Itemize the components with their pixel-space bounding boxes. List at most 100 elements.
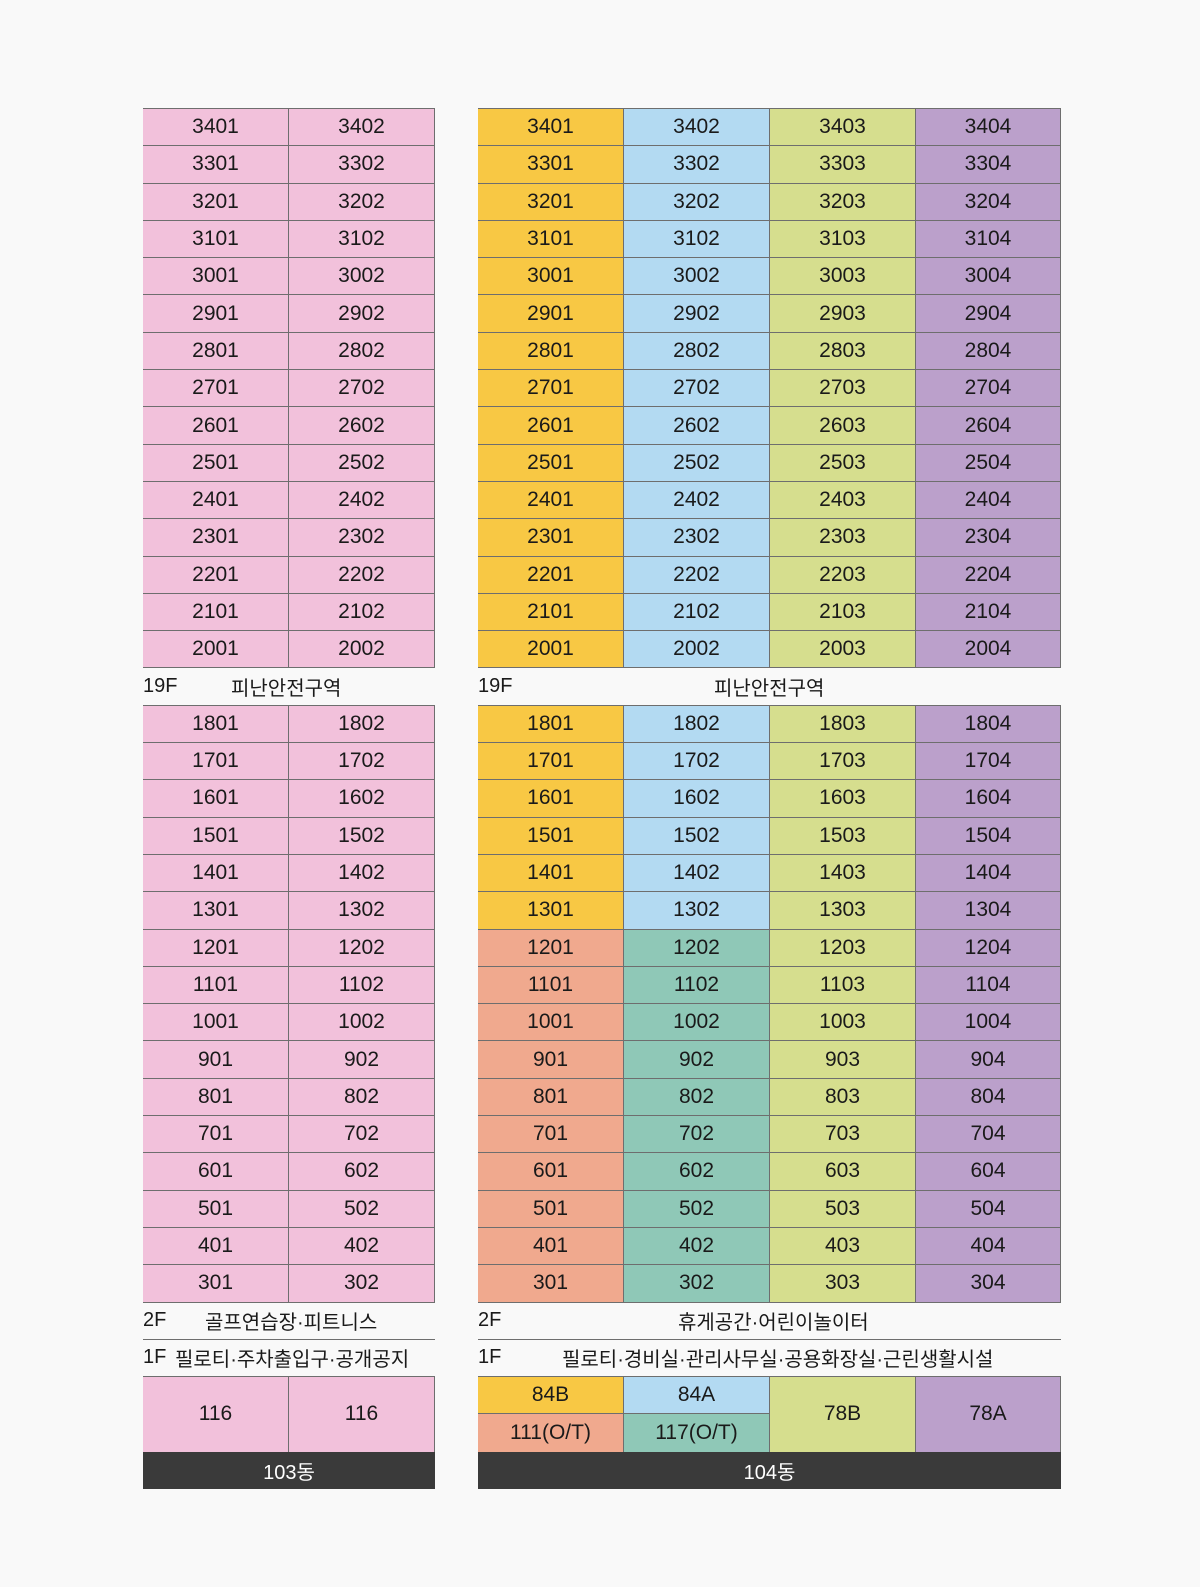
unit-cell: 2902: [624, 294, 770, 332]
unit-cell: 3001: [478, 257, 624, 295]
unit-cell: 2201: [143, 555, 289, 593]
unit-cell: 1101: [143, 965, 289, 1004]
unit-cell: 2902: [289, 294, 435, 332]
unit-cell: 401: [478, 1226, 624, 1265]
b103-upper-floors: 3401 3402 3301 3302 3201 3202 3101 3102 3001 3002…: [143, 108, 435, 668]
b103-floor-1: 1F 필로티·주차출입구·공개공지: [143, 1338, 435, 1376]
unit-area: 84B: [478, 1377, 624, 1415]
floor-label: 2F: [143, 1309, 167, 1332]
unit-cell: 902: [289, 1040, 435, 1078]
floor-label: 19F: [143, 675, 178, 698]
unit-cell: 1701: [478, 742, 624, 780]
unit-cell: 3302: [289, 145, 435, 183]
unit-cell: 1601: [143, 779, 289, 817]
unit-cell: 2301: [478, 518, 624, 556]
unit-cell: 3204: [916, 182, 1061, 220]
unit-cell: 502: [624, 1189, 770, 1227]
building-name-104: 104동: [478, 1451, 1061, 1489]
unit-cell: 2203: [770, 555, 916, 593]
unit-cell: 704: [916, 1115, 1061, 1153]
floor-label: 2F: [478, 1309, 502, 1332]
unit-cell: 2104: [916, 592, 1061, 631]
unit-cell: 3101: [478, 219, 624, 258]
unit-cell: 2602: [289, 406, 435, 444]
unit-cell: 2602: [624, 406, 770, 444]
b104-floor-19: 19F 피난안전구역: [478, 667, 1061, 704]
unit-cell: 901: [478, 1040, 624, 1078]
unit-cell: 701: [478, 1115, 624, 1153]
unit-cell: 501: [478, 1189, 624, 1227]
unit-cell: 1702: [624, 742, 770, 780]
unit-cell: 901: [143, 1040, 289, 1078]
unit-area: 78A: [916, 1377, 1061, 1452]
unit-cell: 1201: [143, 928, 289, 966]
unit-cell: 2301: [143, 518, 289, 556]
unit-cell: 2401: [143, 480, 289, 519]
unit-cell: 2004: [916, 630, 1061, 668]
unit-cell: 904: [916, 1040, 1061, 1078]
unit-cell: 2502: [289, 443, 435, 481]
unit-cell: 701: [143, 1115, 289, 1153]
floor-description: 필로티·주차출입구·공개공지: [175, 1349, 410, 1372]
unit-cell: 1603: [770, 779, 916, 817]
unit-cell: 301: [143, 1264, 289, 1302]
unit-cell: 2302: [624, 518, 770, 556]
b103-lower-floors: 1801 1802 1701 1702 1601 1602 1501 1502 1401 1402…: [143, 704, 435, 1302]
unit-cell: 2604: [916, 406, 1061, 444]
unit-cell: 1303: [770, 891, 916, 929]
unit-cell: 404: [916, 1226, 1061, 1265]
unit-cell: 1602: [624, 779, 770, 817]
unit-cell: 1204: [916, 928, 1061, 966]
unit-cell: 2101: [478, 592, 624, 631]
unit-cell: 1304: [916, 891, 1061, 929]
unit-cell: 3401: [143, 108, 289, 146]
unit-cell: 3201: [478, 182, 624, 220]
unit-cell: 3102: [289, 219, 435, 258]
unit-cell: 1401: [478, 853, 624, 892]
unit-cell: 2803: [770, 331, 916, 370]
unit-cell: 302: [624, 1264, 770, 1302]
unit-cell: 3302: [624, 145, 770, 183]
unit-cell: 1002: [289, 1003, 435, 1041]
unit-area: 84A: [624, 1377, 770, 1415]
floor-label: 1F: [478, 1346, 502, 1369]
unit-cell: 3002: [624, 257, 770, 295]
unit-cell: 1702: [289, 742, 435, 780]
unit-cell: 703: [770, 1115, 916, 1153]
floor-description: 휴게공간·어린이놀이터: [678, 1312, 869, 1335]
building-103: 3401 3402 3301 3302 3201 3202 3101 3102 3001 3002…: [143, 108, 435, 1489]
unit-cell: 801: [478, 1077, 624, 1116]
unit-cell: 2701: [478, 369, 624, 407]
unit-cell: 1301: [143, 891, 289, 929]
unit-cell: 1102: [289, 965, 435, 1004]
unit-cell: 1501: [143, 816, 289, 854]
unit-cell: 2103: [770, 592, 916, 631]
unit-cell: 2801: [478, 331, 624, 370]
unit-cell: 2701: [143, 369, 289, 407]
unit-area: 116: [143, 1377, 289, 1452]
floor-description: 피난안전구역: [714, 678, 825, 701]
unit-cell: 2303: [770, 518, 916, 556]
building-name-103: 103동: [143, 1451, 435, 1489]
unit-cell: 402: [289, 1226, 435, 1265]
unit-cell: 602: [624, 1152, 770, 1190]
unit-cell: 503: [770, 1189, 916, 1227]
unit-cell: 3202: [289, 182, 435, 220]
unit-cell: 2802: [289, 331, 435, 370]
unit-cell: 3104: [916, 219, 1061, 258]
unit-cell: 1203: [770, 928, 916, 966]
unit-cell: 1002: [624, 1003, 770, 1041]
floor-description: 피난안전구역: [231, 678, 342, 701]
unit-cell: 2302: [289, 518, 435, 556]
unit-cell: 1103: [770, 965, 916, 1004]
unit-cell: 1504: [916, 816, 1061, 854]
unit-cell: 1803: [770, 704, 916, 743]
unit-cell: 903: [770, 1040, 916, 1078]
unit-cell: 1703: [770, 742, 916, 780]
unit-cell: 3103: [770, 219, 916, 258]
unit-cell: 302: [289, 1264, 435, 1302]
b103-floor-19: 19F 피난안전구역: [143, 667, 435, 704]
unit-cell: 1503: [770, 816, 916, 854]
unit-cell: 1001: [478, 1003, 624, 1041]
unit-cell: 2404: [916, 480, 1061, 519]
